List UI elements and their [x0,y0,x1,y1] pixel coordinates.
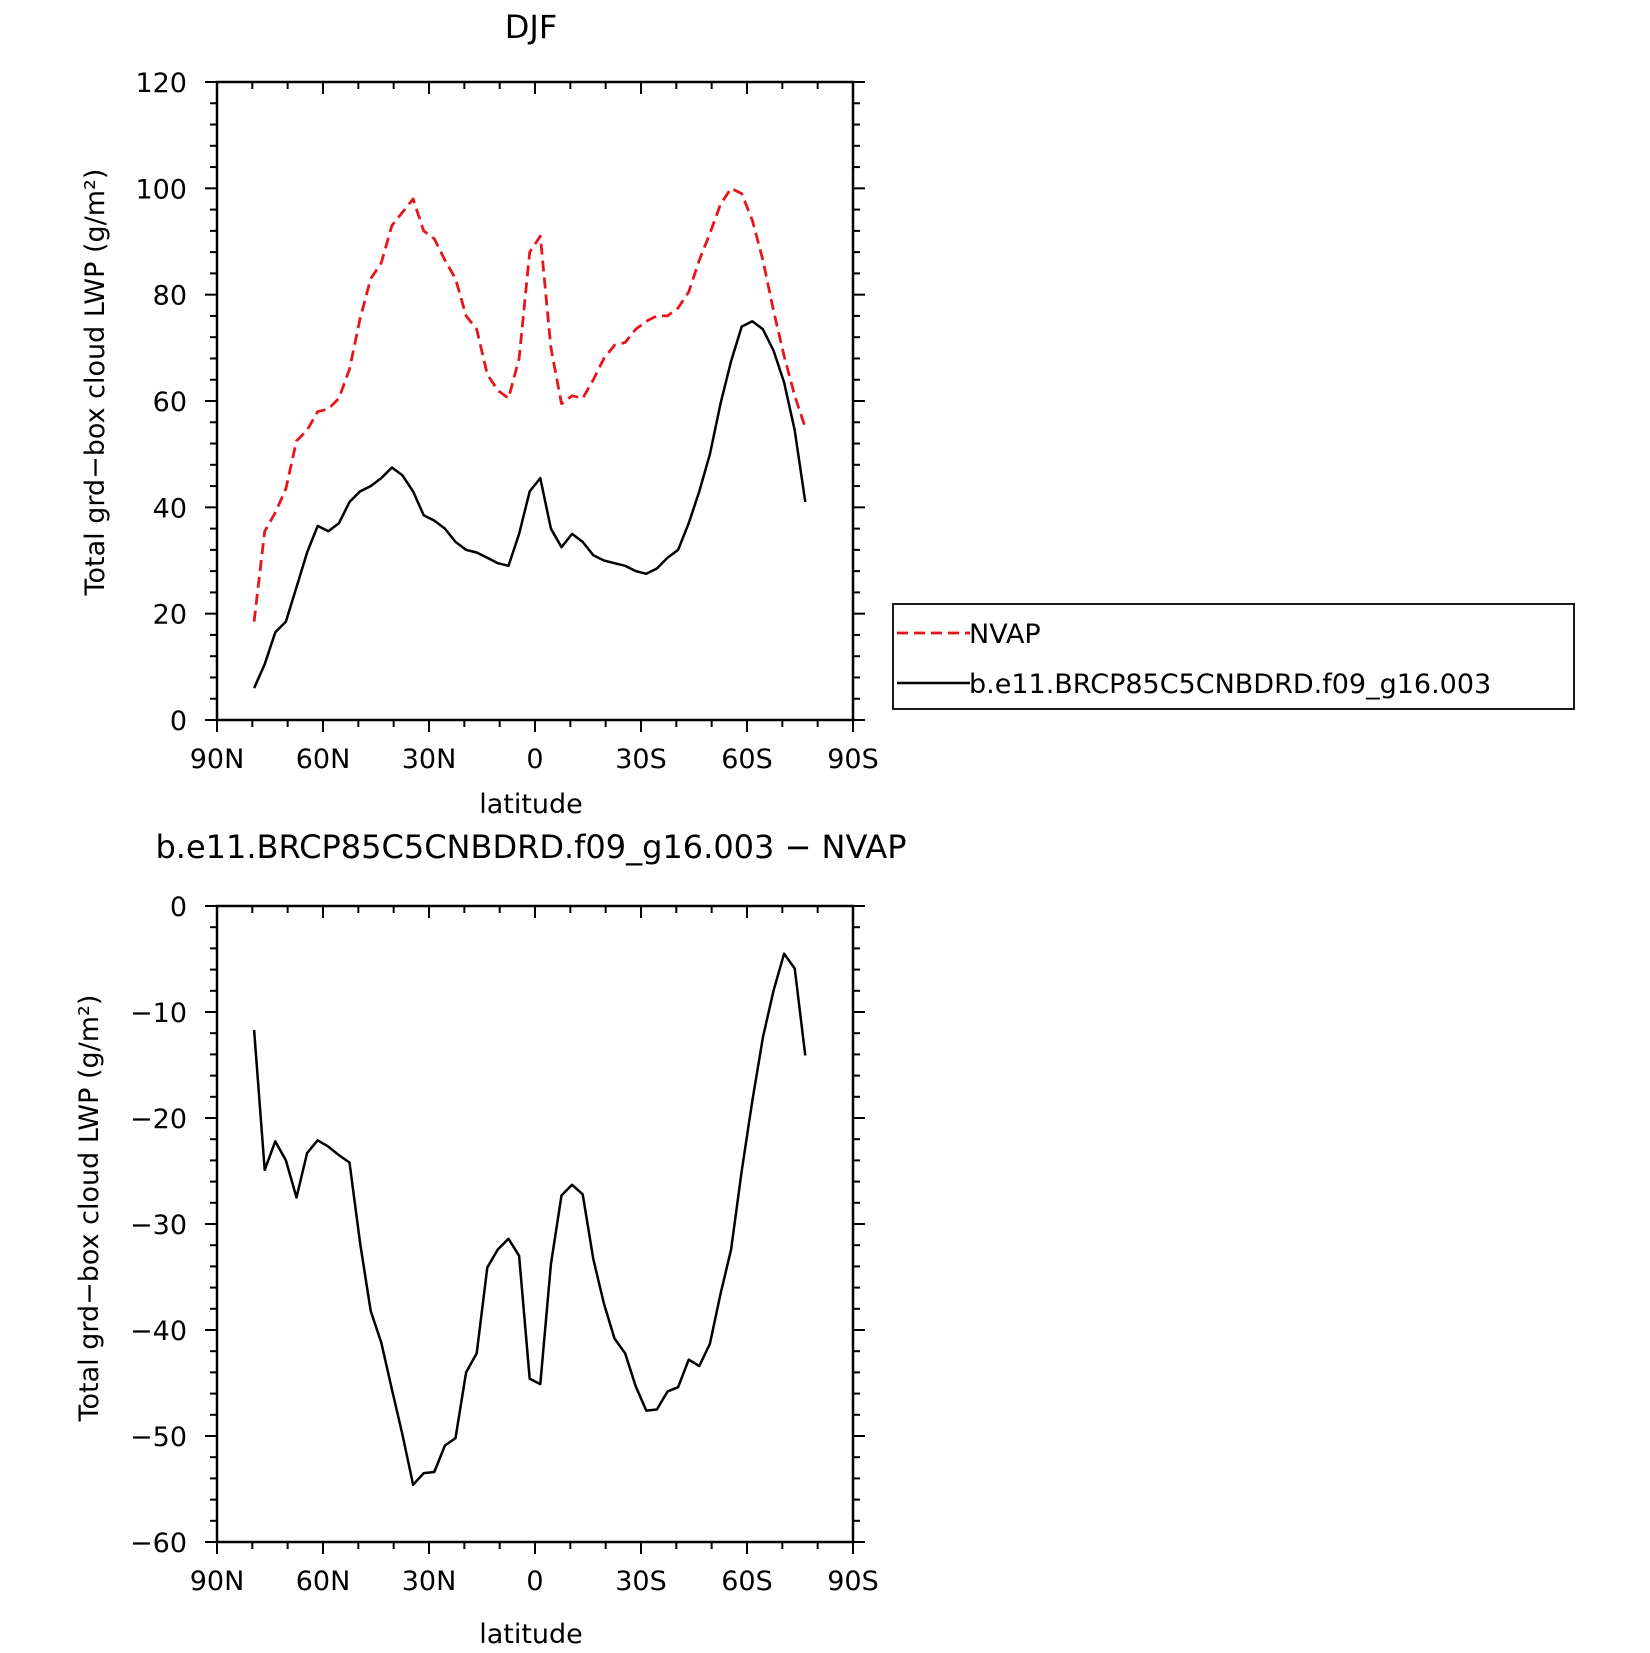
y-tick-label: −60 [130,1528,187,1559]
bottom-y-axis-label: Total grd−box cloud LWP (g/m²) [74,995,105,1423]
legend-model-label: b.e11.BRCP85C5CNBDRD.f09_g16.003 [969,669,1491,700]
legend-nvap-label: NVAP [969,619,1041,650]
x-tick-label: 30N [402,744,457,775]
x-tick-label: 60N [296,744,351,775]
bottom-plot-frame [215,904,855,1544]
top-plot-title: DJF [505,8,557,46]
series-line-b-e11-brcp85c5cnbdrd-f09-g16-003 [252,320,807,689]
top-y-axis-label: Total grd−box cloud LWP (g/m²) [80,169,111,597]
x-tick-label: 90N [190,744,245,775]
y-tick-label: 0 [170,706,187,737]
bottom-plot-title: b.e11.BRCP85C5CNBDRD.f09_g16.003 − NVAP [155,828,906,866]
top-plot-frame [215,80,855,722]
y-tick-label: −50 [130,1422,187,1453]
x-tick-label: 60N [296,1566,351,1597]
series-line-nvap [252,186,807,622]
x-tick-label: 60S [721,744,773,775]
y-tick-label: −20 [130,1104,187,1135]
y-tick-label: 100 [135,174,187,205]
series-line-difference [252,952,807,1487]
y-tick-label: 80 [153,281,187,312]
bottom-series-lines [252,952,807,1487]
top-series-lines [252,186,807,689]
y-tick-label: 0 [170,892,187,923]
bottom-axis-ticks: 90N 60N 30N 0 30S 60S 90S −60 −50 −40 −30 −20 −10 0 [130,892,879,1597]
y-tick-label: 60 [153,387,187,418]
x-tick-label: 30N [402,1566,457,1597]
x-tick-label: 30S [615,744,667,775]
x-tick-label: 90N [190,1566,245,1597]
y-tick-label: 20 [153,600,187,631]
bottom-panel: b.e11.BRCP85C5CNBDRD.f09_g16.003 − NVAP … [74,828,907,1650]
x-tick-label: 60S [721,1566,773,1597]
x-tick-label: 0 [526,1566,543,1597]
legend: NVAP b.e11.BRCP85C5CNBDRD.f09_g16.003 [892,603,1575,710]
y-tick-label: −10 [130,998,187,1029]
top-panel: DJF Total grd−box cloud LWP (g/m²) latit… [80,8,879,820]
x-tick-label: 0 [526,744,543,775]
y-tick-label: 40 [153,493,187,524]
x-tick-label: 90S [827,1566,879,1597]
top-x-axis-label: latitude [479,789,583,820]
y-tick-label: 120 [135,68,187,99]
bottom-x-axis-label: latitude [479,1619,583,1650]
y-tick-label: −40 [130,1316,187,1347]
y-tick-label: −30 [130,1210,187,1241]
x-tick-label: 30S [615,1566,667,1597]
x-tick-label: 90S [827,744,879,775]
legend-box [892,603,1575,710]
top-axis-ticks: 90N 60N 30N 0 30S 60S 90S 0 20 40 60 80 100 120 [135,68,878,775]
